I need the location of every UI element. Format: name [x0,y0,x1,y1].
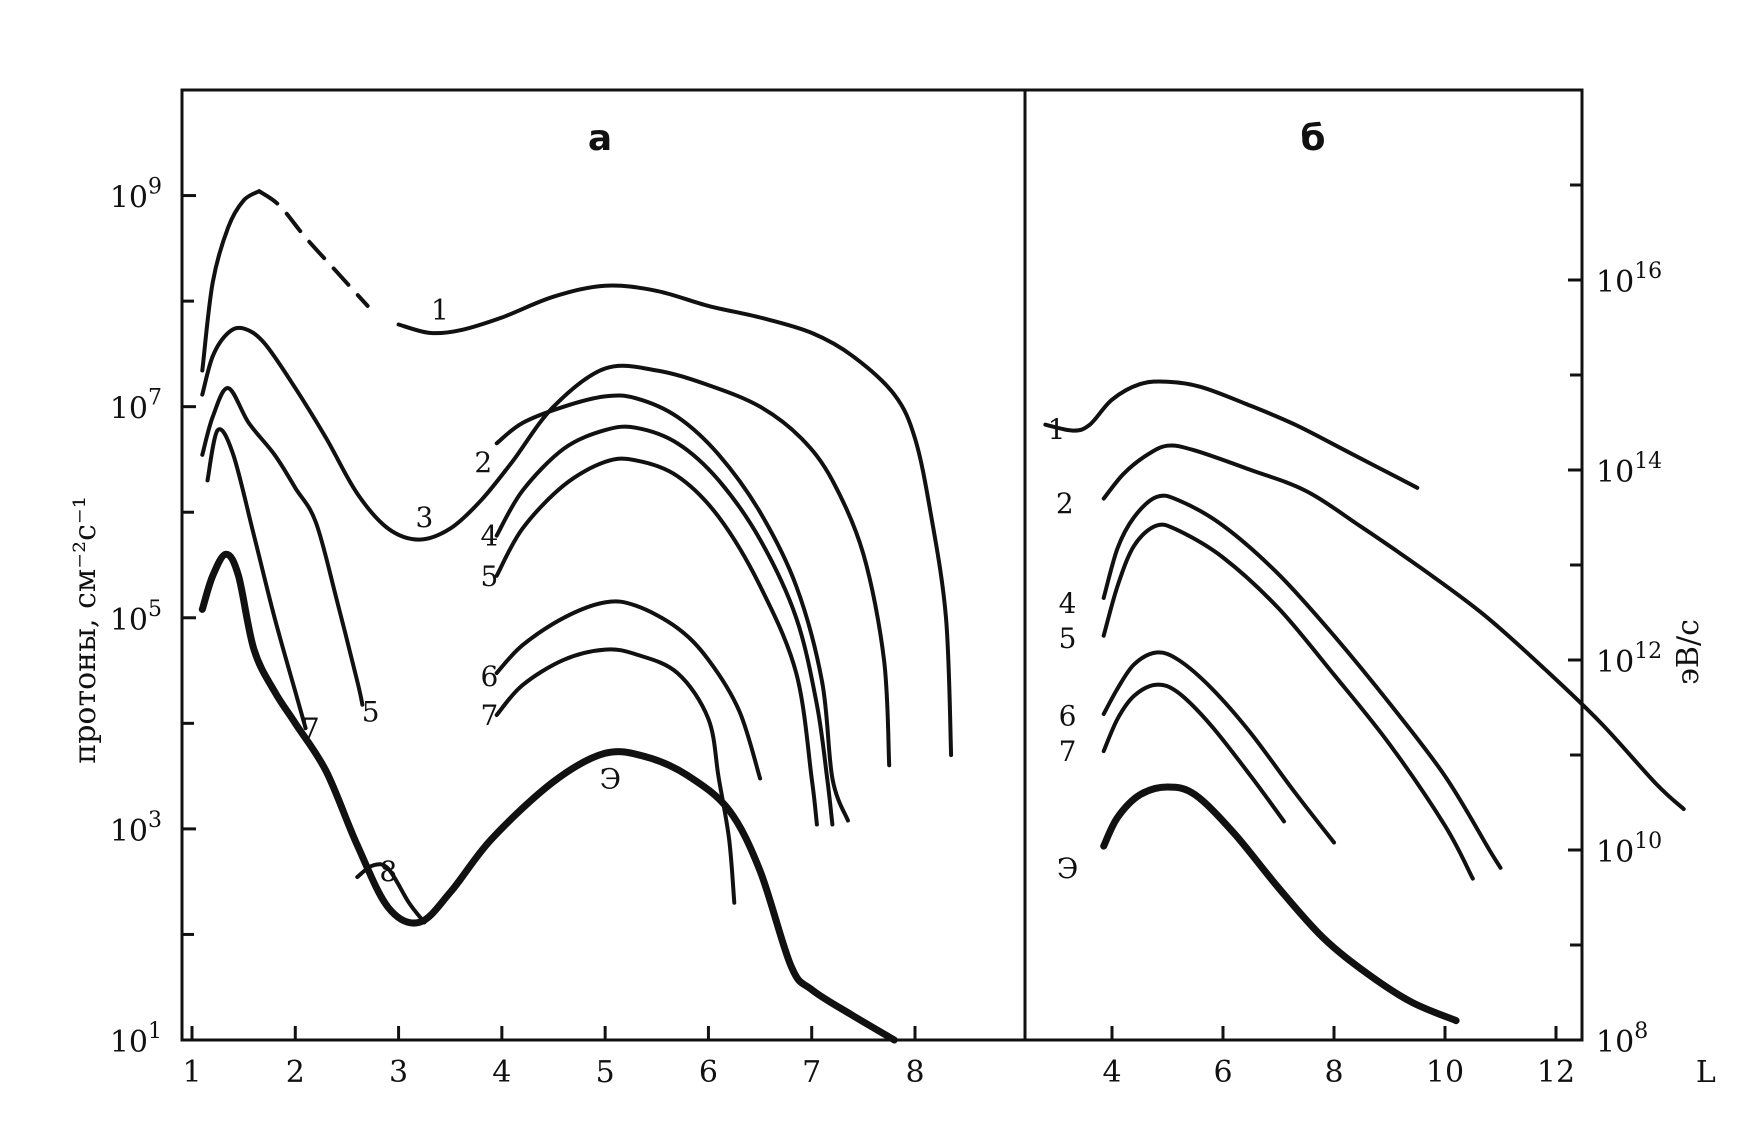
y-axis-right-title: эВ/с [1671,619,1706,685]
curve-label-b-6: 6 [1059,700,1077,733]
curve-a-4 [494,424,835,827]
curve-label-a-5: 5 [362,695,380,728]
curve-b-2 [1101,443,1686,811]
curve-label-a-6: 6 [481,660,499,693]
curve-b-6 [1101,650,1336,845]
curve-label-a-5: 5 [481,560,499,593]
curve-a-5 [494,456,819,827]
y-right-tick-label: 1014 [1596,449,1662,490]
x-tick-label-a: 4 [492,1055,511,1090]
x-tick-label-b: 8 [1324,1055,1343,1090]
x-tick-label-b: 12 [1537,1055,1575,1090]
curve-a-7 [205,427,308,731]
y-left-tick-label: 107 [110,386,162,427]
y-right-tick-label: 108 [1596,1019,1648,1060]
curve-label-b-2: 2 [1056,487,1074,520]
x-tick-label-a: 6 [699,1055,718,1090]
curve-b-7 [1101,682,1286,824]
curve-label-a-7: 7 [302,712,320,745]
x-tick-label-a: 1 [182,1055,201,1090]
y-left-tick-label: 103 [110,808,162,849]
y-left-tick-label: 101 [110,1019,162,1060]
curve-a-Э [198,550,898,1044]
x-tick-label-a: 7 [802,1055,821,1090]
curve-label-b-4: 4 [1059,587,1077,620]
plot-frame [180,88,1584,1042]
curve-label-a-Э: Э [600,763,621,796]
x-tick-label-b: 6 [1213,1055,1232,1090]
y-right-tick-label: 1012 [1596,639,1662,680]
y-left-tick-label: 109 [110,175,162,216]
x-tick-label-a: 3 [389,1055,408,1090]
curve-label-b-Э: Э [1057,852,1078,885]
curve-b-Э [1100,783,1460,1025]
plot-border [180,88,1584,1042]
curves-layer [198,189,1686,1044]
curve-a-3 [200,325,892,768]
curve-b-5 [1101,522,1475,881]
curve-label-b-5: 5 [1059,622,1077,655]
curve-label-a-8: 8 [379,855,397,888]
curve-a-1 [257,189,370,308]
curve-a-1 [396,283,954,758]
curve-b-1 [1043,379,1420,490]
x-tick-label-a: 2 [286,1055,305,1090]
x-tick-label-a: 5 [596,1055,615,1090]
curve-b-4 [1101,493,1503,870]
panel-label-b: б [1300,118,1325,159]
ticks-layer [182,183,1582,1042]
curve-label-b-7: 7 [1059,735,1077,768]
curve-label-a-1: 1 [431,294,449,327]
x-tick-label-b: 10 [1426,1055,1464,1090]
y-axis-left-title: протоны, см⁻²с⁻¹ [68,496,103,764]
curve-label-a-4: 4 [481,520,499,553]
x-tick-label-a: 8 [905,1055,924,1090]
panel-label-a: а [588,118,612,159]
curve-label-a-3: 3 [415,501,433,534]
curve-a-5 [200,386,365,707]
curve-a-6 [494,599,763,781]
y-left-tick-label: 105 [110,597,162,638]
y-right-tick-label: 1016 [1596,259,1662,300]
curve-a-1 [200,189,262,373]
y-right-tick-label: 1010 [1596,829,1662,870]
curve-label-b-1: 1 [1048,413,1066,446]
curve-label-a-2: 2 [474,446,492,479]
curve-label-a-7: 7 [481,699,499,732]
curve-a-2 [494,393,850,823]
x-tick-label-b: 4 [1102,1055,1121,1090]
x-tick-label-b: L [1696,1055,1716,1090]
